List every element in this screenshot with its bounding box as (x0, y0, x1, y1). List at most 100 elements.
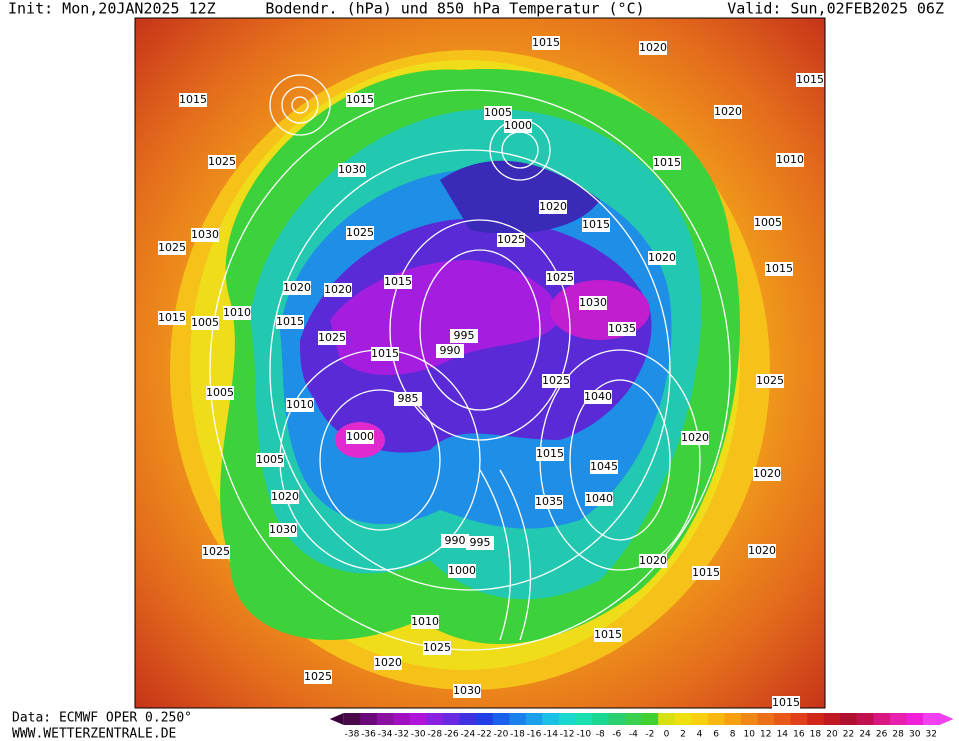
isobar-label: 1015 (532, 36, 560, 49)
isobar-label-bg (497, 233, 525, 247)
isobar-label-bg (202, 545, 230, 559)
isobar-label: 1015 (692, 566, 720, 579)
isobar-label: 1025 (202, 545, 230, 558)
colorbar-swatch (757, 713, 775, 725)
colorbar-tick-label: -20 (494, 730, 509, 740)
isobar-label: 1020 (283, 281, 311, 294)
isobar-label-bg (450, 329, 478, 343)
isobar-label: 1020 (639, 41, 667, 54)
isobar-label: 1025 (158, 241, 186, 254)
isobar-label-bg (765, 262, 793, 276)
colorbar-tick-label: 28 (892, 730, 904, 740)
colorbar-swatch (376, 713, 394, 725)
colorbar-swatch (724, 713, 742, 725)
isobar-label-bg (436, 344, 464, 358)
isobar-label: 1015 (582, 218, 610, 231)
isobar-label-bg (179, 93, 207, 107)
colorbar-swatch (873, 713, 891, 725)
isobar-label: 1010 (411, 615, 439, 628)
isobar-label: 1015 (158, 311, 186, 324)
colorbar-swatch (922, 713, 941, 725)
isobar-label: 1030 (338, 163, 366, 176)
colorbar-swatch (807, 713, 825, 725)
isobar-label: 1015 (653, 156, 681, 169)
isobar-labels: 1015 1015 1030 1025 1025 1030 1020 1015 1005 1010… (158, 36, 824, 710)
isobar-label-bg (796, 73, 824, 87)
isobar-label-bg (208, 155, 236, 169)
colorbar-swatch (558, 713, 576, 725)
isobar-label-bg (384, 275, 412, 289)
isobar-label: 1010 (223, 306, 251, 319)
website: WWW.WETTERZENTRALE.DE (12, 727, 176, 741)
colorbar-tick-label: 32 (926, 730, 937, 740)
isobar-label: 1025 (497, 233, 525, 246)
colorbar-swatch (823, 713, 841, 725)
isobar-label: 995 (454, 329, 475, 342)
isobar-label-bg (223, 306, 251, 320)
colorbar-swatch (889, 713, 907, 725)
isobar-label-bg (371, 347, 399, 361)
isobar-label: 990 (445, 534, 466, 547)
isobar-label-bg (318, 331, 346, 345)
isobar-label: 1020 (681, 431, 709, 444)
colorbar-swatch (790, 713, 808, 725)
colorbar-swatch (906, 713, 924, 725)
colorbar-swatch (476, 713, 494, 725)
colorbar-tick-label: 0 (664, 730, 670, 740)
colorbar-swatch (591, 713, 610, 725)
isobar-label-bg (269, 523, 297, 537)
isobar-label-bg (653, 156, 681, 170)
isobar-label: 1025 (318, 331, 346, 344)
colorbar-swatch (409, 713, 427, 725)
isobar-label: 1015 (346, 93, 374, 106)
colorbar-tick-label: -2 (645, 730, 654, 740)
colorbar-tick-label: 16 (793, 730, 805, 740)
colorbar-tick-label: 6 (713, 730, 719, 740)
isobar-label-bg (594, 628, 622, 642)
isobar-label: 990 (440, 344, 461, 357)
isobar-label: 1015 (276, 315, 304, 328)
isobar-label: 1005 (191, 316, 219, 329)
isobar-label-bg (346, 226, 374, 240)
isobar-label: 1005 (206, 386, 234, 399)
isobar-label: 1000 (504, 119, 532, 132)
colorbar-tick-label: 22 (843, 730, 854, 740)
isobar-label-bg (448, 564, 476, 578)
colorbar-tick-label: -32 (394, 730, 409, 740)
isobar-label: 1020 (639, 554, 667, 567)
isobar-label: 1020 (374, 656, 402, 669)
colorbar-tick-label: 30 (909, 730, 921, 740)
isobar-label-bg (753, 467, 781, 481)
isobar-label: 1020 (714, 105, 742, 118)
isobar-label: 1025 (542, 374, 570, 387)
isobar-label-bg (256, 453, 284, 467)
colorbar-tick-label: 8 (730, 730, 736, 740)
colorbar-swatch (740, 713, 758, 725)
isobar-label-bg (772, 696, 800, 710)
isobar-label-bg (714, 105, 742, 119)
colorbar-tick-label: -16 (527, 730, 542, 740)
isobar-label-bg (535, 495, 563, 509)
colorbar-arrow-left (329, 713, 344, 725)
isobar-label: 1040 (584, 390, 612, 403)
colorbar-tick-label: -24 (460, 730, 475, 740)
valid-time: Valid: Sun,02FEB2025 06Z (727, 0, 944, 18)
isobar-label: 1015 (594, 628, 622, 641)
isobar-label: 1015 (796, 73, 824, 86)
isobar-label: 1015 (371, 347, 399, 360)
isobar-label: 1020 (748, 544, 776, 557)
colorbar-arrow-right (939, 713, 954, 725)
isobar-label: 1025 (756, 374, 784, 387)
isobar-label-bg (756, 374, 784, 388)
isobar-label: 1000 (448, 564, 476, 577)
colorbar-swatch (691, 713, 709, 725)
isobar-label-bg (466, 536, 494, 550)
colorbar-swatch (525, 713, 543, 725)
isobar-label: 1030 (269, 523, 297, 536)
isobar-label-bg (346, 430, 374, 444)
isobar-label: 1020 (648, 251, 676, 264)
colorbar-tick-label: -8 (596, 730, 605, 740)
init-time: Init: Mon,20JAN2025 12Z (8, 0, 216, 18)
isobar-label-bg (484, 106, 512, 120)
